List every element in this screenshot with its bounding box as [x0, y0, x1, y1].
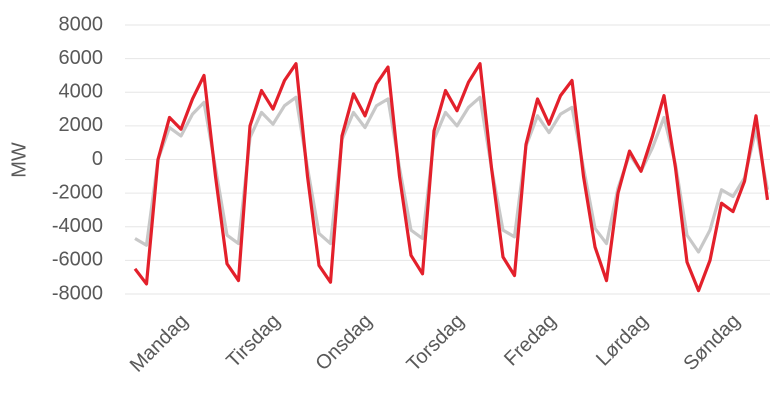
- y-tick-label: 0: [92, 148, 103, 170]
- series-line: [134, 95, 770, 254]
- y-tick-label: -2000: [52, 181, 103, 203]
- x-tick-label: Onsdag: [311, 310, 376, 375]
- x-tick-label: Fredag: [500, 310, 560, 370]
- y-tick-label: 8000: [59, 13, 104, 35]
- x-tick-label: Søndag: [679, 310, 744, 375]
- y-tick-label: 2000: [59, 114, 104, 136]
- x-tick-label: Mandag: [126, 310, 193, 377]
- x-tick-label: Torsdag: [403, 310, 469, 376]
- y-axis-label: MW: [8, 142, 30, 178]
- y-tick-label: -6000: [52, 249, 103, 271]
- x-tick-label: Tirsdag: [222, 310, 284, 372]
- series-line: [133, 62, 770, 293]
- y-tick-label: 4000: [59, 81, 104, 103]
- x-tick-label: Lørdag: [592, 310, 652, 370]
- y-tick-label: -4000: [52, 215, 103, 237]
- y-tick-label: -8000: [52, 282, 103, 304]
- y-tick-label: 6000: [59, 47, 104, 69]
